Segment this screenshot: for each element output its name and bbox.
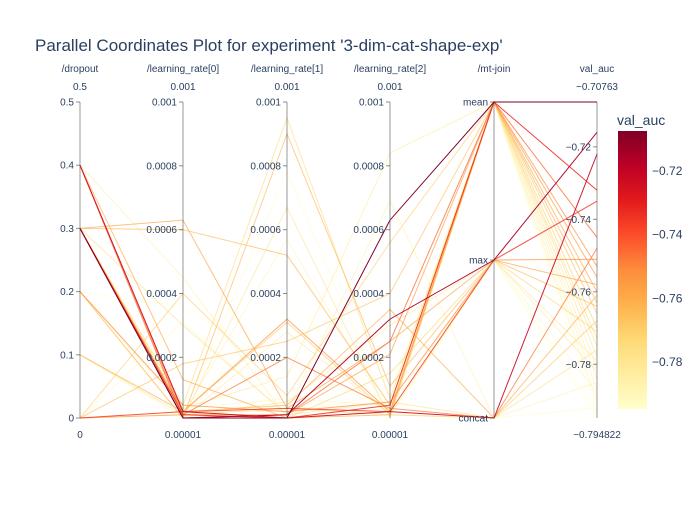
colorbar-tick-label: −0.76 [652, 291, 683, 305]
lines-layer [79, 100, 598, 420]
colorbar-tick-label: −0.78 [652, 355, 683, 369]
axis-tick-label: 0.0008 [353, 161, 384, 172]
axis-label: /learning_rate[1] [251, 64, 323, 75]
axis-tick-label: 0.001 [152, 98, 177, 109]
data-line-3 [79, 101, 598, 419]
axis-tick-label: max [469, 256, 488, 267]
axis-label: /dropout [62, 64, 99, 75]
data-line-34 [79, 100, 598, 416]
data-line-2 [79, 153, 598, 419]
axis-tick-label: 0.1 [60, 350, 74, 361]
data-line-5 [79, 101, 598, 419]
axis-bottom-range-label: 0.00001 [165, 430, 202, 441]
axis-top-range-label: 0.001 [377, 82, 402, 93]
axis-tick-label: 0.2 [60, 287, 74, 298]
axis-label: /learning_rate[2] [354, 64, 426, 75]
axis-label: /mt-join [478, 64, 511, 75]
data-line-13 [79, 100, 598, 407]
axis-tick-label: 0.0008 [250, 161, 281, 172]
axis-tick-label: 0.3 [60, 224, 74, 235]
axis-top-range-label: −0.70763 [576, 82, 618, 93]
axis-tick-label: 0.0006 [353, 225, 384, 236]
axis-tick-label: 0.5 [60, 98, 74, 109]
data-line-24 [79, 101, 598, 409]
axis-bottom-range-label: 0.00001 [269, 430, 306, 441]
axis-tick-label: 0.0006 [146, 225, 177, 236]
axis-bottom-range-label: −0.794822 [573, 430, 621, 441]
data-line-21 [79, 228, 598, 419]
axis-tick-label: 0.0002 [146, 353, 177, 364]
colorbar: val_auc −0.72 −0.74 −0.76 −0.78 [617, 112, 683, 409]
axis-5[interactable]: val_auc −0.70763 −0.794822 −0.72 −0.74 −0.76 −… [566, 64, 622, 441]
data-line-8 [79, 100, 598, 413]
axis-0[interactable]: /dropout 0.5 00 0.1 0.2 0.3 0.4 0.5 [60, 64, 98, 441]
data-line-29 [79, 259, 598, 409]
axis-tick-label: 0.0006 [250, 225, 281, 236]
axis-2[interactable]: /learning_rate[1] 0.001 0.00001 0.0002 0.000… [250, 64, 323, 441]
axis-tick-label: 0.0004 [353, 289, 384, 300]
data-line-0 [79, 101, 597, 419]
data-line-9 [79, 100, 598, 419]
axis-label: val_auc [580, 64, 614, 75]
axis-tick-label: −0.78 [566, 360, 592, 371]
axis-tick-label: 0.001 [256, 98, 281, 109]
axis-tick-label: 0.001 [359, 98, 384, 109]
axis-top-range-label: 0.5 [73, 82, 87, 93]
axis-tick-label: 0.0008 [146, 161, 177, 172]
colorbar-tick-label: −0.72 [652, 164, 683, 178]
axis-1[interactable]: /learning_rate[0] 0.001 0.00001 0.0002 0.000… [146, 64, 219, 441]
axis-tick-label: 0 [68, 414, 74, 425]
data-line-26 [79, 100, 598, 419]
axis-bottom-range-label: 0 [77, 430, 83, 441]
axis-4[interactable]: /mt-join concat max mean [459, 64, 511, 425]
colorbar-title: val_auc [617, 112, 665, 128]
axis-tick-label: 0.0004 [146, 289, 177, 300]
data-line-14 [79, 132, 598, 419]
axis-tick-label: 0.4 [60, 161, 74, 172]
axis-tick-label: −0.74 [566, 215, 592, 226]
axis-tick-label: 0.0002 [250, 353, 281, 364]
data-line-31 [79, 100, 598, 419]
axes-layer: /dropout 0.5 00 0.1 0.2 0.3 0.4 0.5/learning_ra… [60, 64, 621, 441]
data-line-12 [79, 295, 598, 419]
axis-tick-label: concat [459, 414, 489, 425]
axis-tick-label: 0.0004 [250, 289, 281, 300]
axis-3[interactable]: /learning_rate[2] 0.001 0.00001 0.0002 0.000… [353, 64, 426, 441]
colorbar-tick-label: −0.74 [652, 228, 683, 242]
axis-top-range-label: 0.001 [170, 82, 195, 93]
axis-label: /learning_rate[0] [147, 64, 219, 75]
axis-tick-label: 0.0002 [353, 353, 384, 364]
data-line-4 [79, 200, 598, 419]
data-line-6 [79, 165, 598, 419]
data-line-10 [79, 219, 598, 410]
axis-tick-label: mean [463, 98, 488, 109]
axis-tick-label: −0.72 [566, 142, 592, 153]
chart-title: Parallel Coordinates Plot for experiment… [35, 36, 503, 55]
axis-tick-label: −0.76 [566, 287, 592, 298]
data-line-11 [79, 100, 598, 419]
axis-top-range-label: 0.001 [274, 82, 299, 93]
axis-bottom-range-label: 0.00001 [372, 430, 409, 441]
colorbar-gradient [618, 131, 647, 409]
